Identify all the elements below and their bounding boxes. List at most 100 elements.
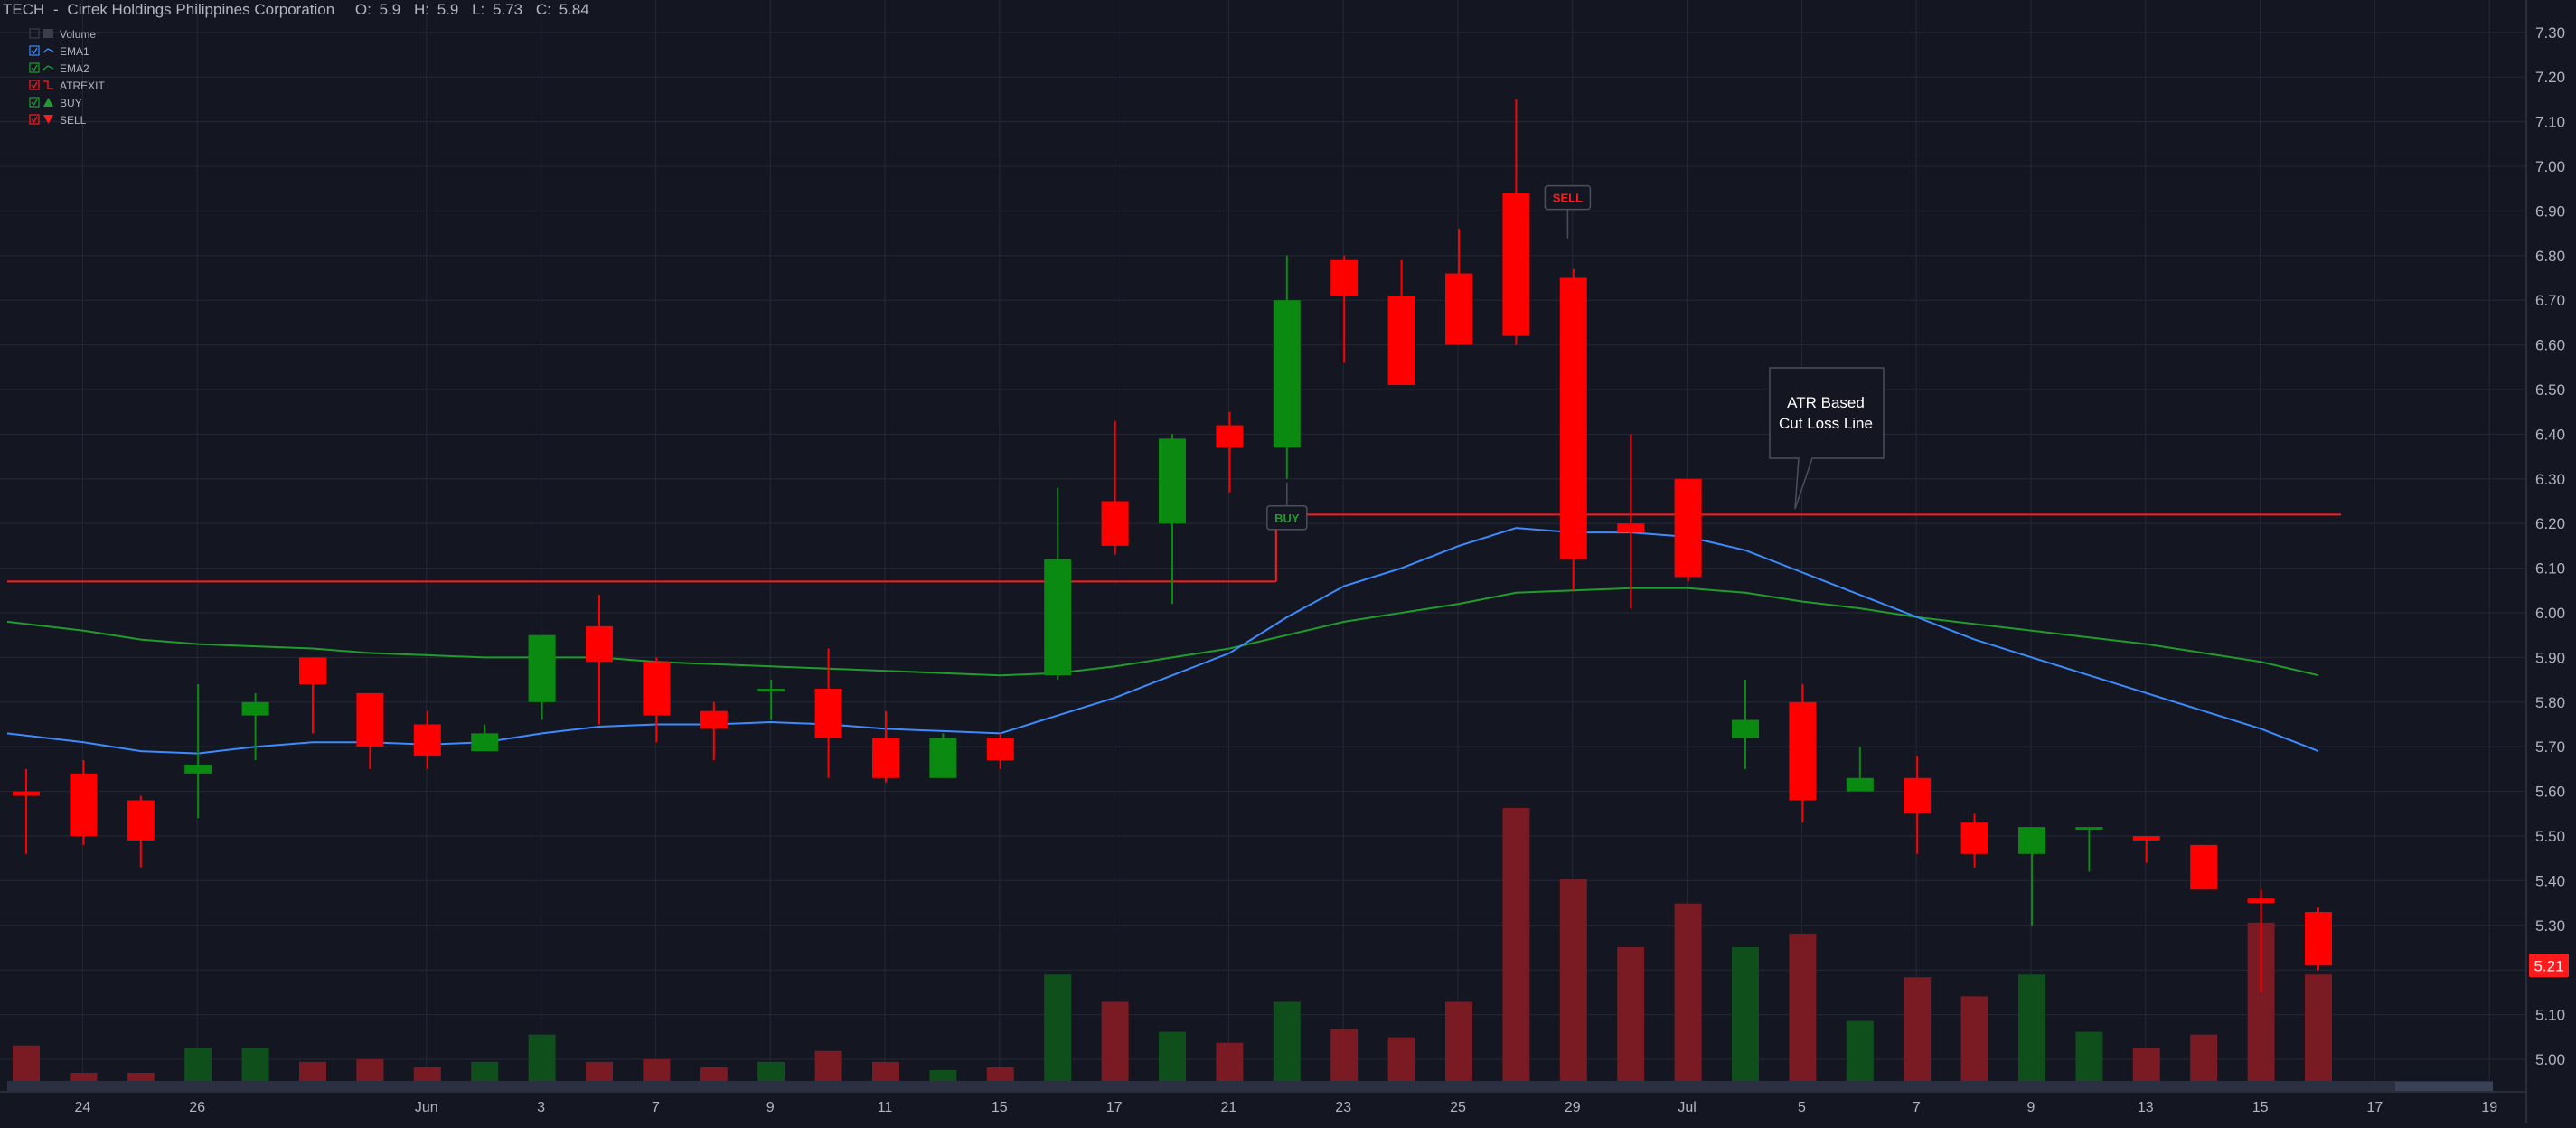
line-icon (42, 65, 54, 70)
atr-annotation[interactable]: ATR Based Cut Loss Line (1769, 367, 1885, 510)
volume-bar (1559, 879, 1587, 1081)
legend-checkbox-atrexit[interactable] (29, 80, 40, 90)
price-tick-label: 7.10 (2535, 114, 2565, 131)
price-tick-label: 6.50 (2535, 381, 2565, 399)
time-tick-label: 9 (766, 1100, 775, 1115)
volume-bar (700, 1067, 728, 1081)
candle-body (757, 688, 785, 691)
candle-body (413, 724, 441, 757)
candle-body (1674, 478, 1702, 578)
legend[interactable]: Volume EMA1 EMA2 ATREXIT (29, 28, 105, 127)
time-tick-label: 19 (2481, 1100, 2497, 1115)
chart-title: TECH - Cirtek Holdings Philippines Corpo… (3, 1, 589, 18)
volume-bar (1502, 808, 1530, 1081)
scrollbar-handle[interactable] (2395, 1082, 2493, 1091)
volume-bars (13, 808, 2332, 1081)
legend-item-buy[interactable]: BUY (29, 97, 82, 109)
volume-bar (1445, 1001, 1472, 1081)
candle-body (700, 710, 728, 729)
legend-checkbox-ema1[interactable] (29, 45, 40, 56)
volume-bar (356, 1058, 384, 1081)
ohlc-open-value: 5.9 (380, 1, 401, 18)
candle-body (1387, 296, 1415, 386)
legend-label-atrexit: ATREXIT (60, 80, 105, 92)
volume-bar (70, 1072, 98, 1081)
time-tick-label: Jun (415, 1100, 438, 1115)
legend-item-sell[interactable]: SELL (29, 114, 87, 127)
legend-item-atrexit[interactable]: ATREXIT (29, 80, 105, 92)
sell-marker-label: SELL (1553, 192, 1583, 205)
price-tick-label: 5.10 (2535, 1007, 2565, 1024)
buy-marker-label: BUY (1274, 512, 1300, 525)
volume-bar (643, 1058, 671, 1081)
price-tick-label: 6.60 (2535, 337, 2565, 354)
volume-bar (1674, 903, 1702, 1081)
legend-checkbox-sell[interactable] (29, 114, 40, 125)
candle-body (2132, 836, 2160, 841)
volume-bar (413, 1067, 441, 1081)
legend-item-ema1[interactable]: EMA1 (29, 45, 89, 58)
candle-body (13, 791, 40, 796)
price-tick-label: 5.90 (2535, 649, 2565, 666)
volume-bar (1330, 1029, 1359, 1081)
signals: BUY SELL (1266, 184, 1592, 531)
price-tick-label: 5.80 (2535, 694, 2565, 711)
candle-body (1732, 719, 1759, 738)
volume-bar (1904, 977, 1932, 1081)
volume-bar (1044, 974, 1072, 1081)
legend-checkbox-volume[interactable] (29, 28, 40, 39)
volume-bar (1387, 1037, 1415, 1081)
legend-label-ema2: EMA2 (60, 62, 89, 75)
price-tick-label: 6.00 (2535, 605, 2565, 622)
candle-body (1273, 300, 1301, 448)
volume-bar (2190, 1034, 2218, 1081)
price-tick-label: 5.40 (2535, 872, 2565, 889)
ema1-line (6, 527, 2319, 755)
volume-bar (1617, 947, 1645, 1081)
candle-body (299, 657, 326, 685)
candle-body (814, 688, 842, 738)
time-tick-label: 23 (1335, 1100, 1351, 1115)
candle-body (528, 634, 556, 702)
legend-label-buy: BUY (60, 97, 82, 109)
time-tick-label: 5 (1798, 1100, 1806, 1115)
candle-body (1101, 501, 1129, 546)
volume-bar (986, 1067, 1014, 1081)
volume-bar (872, 1061, 899, 1081)
volume-bar (471, 1061, 499, 1081)
annotation-callout-box (1769, 367, 1885, 510)
candle-body (1216, 425, 1244, 448)
price-tick-label: 6.30 (2535, 471, 2565, 488)
volume-bar (2132, 1048, 2160, 1081)
candle-body (184, 764, 212, 774)
time-axis[interactable]: 24 26 Jun 3 7 9 11 15 17 21 23 25 29 Jul 5 7 9 13 15 17 19 (75, 1100, 2498, 1115)
legend-checkbox-buy[interactable] (29, 97, 40, 108)
ohlc-high-value: 5.9 (437, 1, 459, 18)
volume-bar (1216, 1042, 1244, 1081)
legend-checkbox-ema2[interactable] (29, 62, 40, 73)
candles (13, 99, 2332, 992)
ohlc-open-label: O: (355, 1, 371, 18)
time-scrollbar[interactable] (7, 1081, 2493, 1092)
symbol: TECH (3, 1, 44, 18)
ema-lines (6, 527, 2319, 755)
time-tick-label: 9 (2027, 1100, 2035, 1115)
triangle-down-icon (43, 115, 53, 124)
time-tick-label: 7 (1913, 1100, 1921, 1115)
volume-bar (528, 1034, 556, 1081)
time-tick-label: 26 (189, 1100, 205, 1115)
price-tick-label: 6.10 (2535, 560, 2565, 578)
legend-item-volume[interactable]: Volume (29, 28, 96, 41)
time-tick-label: 3 (537, 1100, 545, 1115)
candle-body (986, 738, 1014, 761)
volume-bar (757, 1061, 785, 1081)
ohlc-low-value: 5.73 (493, 1, 522, 18)
volume-bar (1159, 1031, 1186, 1081)
ohlc-low-label: L: (472, 1, 484, 18)
candle-body (127, 800, 155, 841)
price-tick-label: 7.30 (2535, 24, 2565, 42)
time-tick-label: Jul (1678, 1100, 1696, 1115)
legend-item-ema2[interactable]: EMA2 (29, 62, 89, 75)
